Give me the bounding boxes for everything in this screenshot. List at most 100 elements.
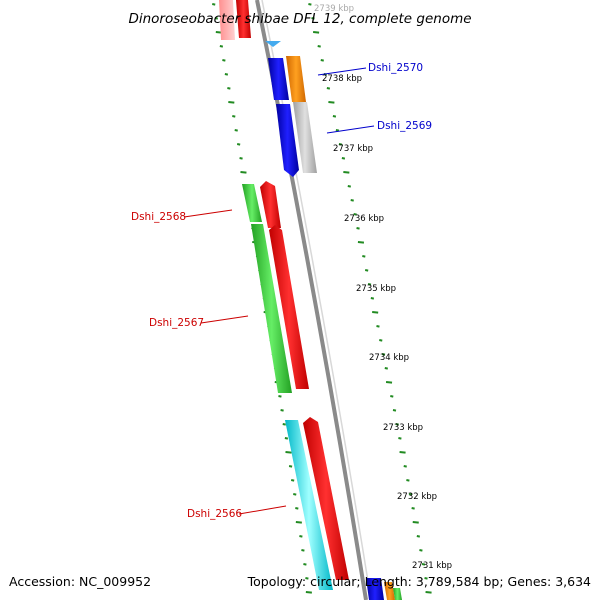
tick-mark <box>278 395 282 398</box>
tick-mark <box>212 3 216 6</box>
gene-dshi-2568[interactable] <box>242 181 281 228</box>
summary-text: Topology: circular; Length: 3,789,584 bp… <box>247 574 591 589</box>
tick-mark <box>343 171 350 174</box>
strand-marker-icon <box>265 41 281 47</box>
tick-mark <box>392 409 397 412</box>
leader-line <box>238 505 287 515</box>
tick-mark <box>384 367 388 370</box>
kbp-label: 2738 kbp <box>322 74 362 84</box>
tick-mark <box>219 45 224 48</box>
tick-mark <box>421 563 426 566</box>
tick-mark <box>406 479 410 482</box>
tick-mark <box>295 521 302 524</box>
kbp-label: 2732 kbp <box>397 492 437 502</box>
tick-mark <box>370 297 375 300</box>
tick-mark <box>411 507 415 510</box>
tick-mark <box>240 171 247 174</box>
tick-mark <box>332 115 337 118</box>
leader-line <box>183 209 233 218</box>
gene-label-dshi-2567[interactable]: Dshi_2567 <box>149 317 204 329</box>
tick-mark <box>227 87 231 90</box>
tick-mark <box>303 563 307 566</box>
leader-line <box>326 125 375 134</box>
tick-mark <box>390 395 394 398</box>
tick-mark <box>326 87 331 90</box>
tick-mark <box>347 185 351 188</box>
tick-mark <box>379 339 383 342</box>
tick-mark <box>284 437 289 440</box>
gene-label-dshi-2566[interactable]: Dshi_2566 <box>187 508 242 520</box>
tick-mark <box>299 535 303 538</box>
tick-mark <box>295 507 299 510</box>
gene-dshi-2566[interactable] <box>285 417 349 590</box>
tick-mark <box>338 143 343 146</box>
tick-mark <box>398 437 402 440</box>
tick-mark <box>317 45 321 48</box>
kbp-label: 2731 kbp <box>412 561 452 571</box>
kbp-label: 2736 kbp <box>344 214 384 224</box>
tick-mark <box>372 311 379 314</box>
tick-mark <box>282 423 286 426</box>
tick-mark <box>308 3 312 6</box>
tick-mark <box>285 451 292 454</box>
gene-fragment-top <box>219 0 251 40</box>
tick-mark <box>376 325 380 328</box>
tick-mark <box>232 115 236 118</box>
tick-mark <box>305 591 312 594</box>
tick-mark <box>357 241 365 244</box>
tick-mark <box>424 577 428 580</box>
tick-mark <box>408 493 413 496</box>
gene-fragment-bottom <box>366 578 402 600</box>
tick-mark <box>239 157 243 160</box>
kbp-label: 2733 kbp <box>383 423 423 433</box>
tick-mark <box>419 549 423 552</box>
kbp-label: 2735 kbp <box>356 284 396 294</box>
tick-mark <box>341 157 346 160</box>
tick-mark <box>412 521 419 524</box>
tick-mark <box>416 535 421 538</box>
gene-dshi-2569[interactable] <box>276 102 317 177</box>
gene-label-dshi-2569[interactable]: Dshi_2569 <box>377 120 432 132</box>
kbp-label: 2737 kbp <box>333 144 373 154</box>
tick-mark <box>224 73 229 76</box>
tick-mark <box>381 353 386 356</box>
tick-mark <box>403 465 407 468</box>
tick-mark <box>228 101 235 104</box>
tick-mark <box>395 423 399 426</box>
gene-dshi-2570[interactable] <box>268 56 306 102</box>
tick-mark <box>301 549 305 552</box>
tick-mark <box>350 199 354 202</box>
tick-mark <box>236 143 241 146</box>
tick-mark <box>356 227 360 230</box>
tick-mark <box>311 17 315 20</box>
tick-mark <box>280 409 284 412</box>
tick-mark <box>234 129 238 132</box>
tick-mark <box>288 465 293 468</box>
tick-mark <box>367 283 372 286</box>
tick-mark <box>353 213 357 216</box>
leader-line <box>200 315 249 324</box>
tick-mark <box>364 269 369 272</box>
tick-mark <box>328 101 335 104</box>
gene-label-dshi-2570[interactable]: Dshi_2570 <box>368 62 423 74</box>
tick-mark <box>222 59 226 62</box>
tick-mark <box>313 31 320 34</box>
tick-mark <box>385 381 393 384</box>
tick-mark <box>425 591 432 594</box>
kbp-label: 2739 kbp <box>314 4 354 14</box>
tick-mark <box>335 129 340 132</box>
gene-dshi-2567[interactable] <box>251 224 309 393</box>
leader-line <box>317 67 367 76</box>
accession-text: Accession: NC_009952 <box>9 574 151 589</box>
tick-mark <box>362 255 366 258</box>
tick-mark <box>214 17 218 20</box>
tick-mark <box>293 493 297 496</box>
tick-mark <box>305 577 309 580</box>
tick-mark <box>399 451 406 454</box>
tick-mark <box>320 59 324 62</box>
page-title: Dinoroseobacter shibae DFL 12, complete … <box>128 11 471 27</box>
tick-mark <box>290 479 295 482</box>
gene-label-dshi-2568[interactable]: Dshi_2568 <box>131 211 186 223</box>
kbp-label: 2734 kbp <box>369 353 409 363</box>
